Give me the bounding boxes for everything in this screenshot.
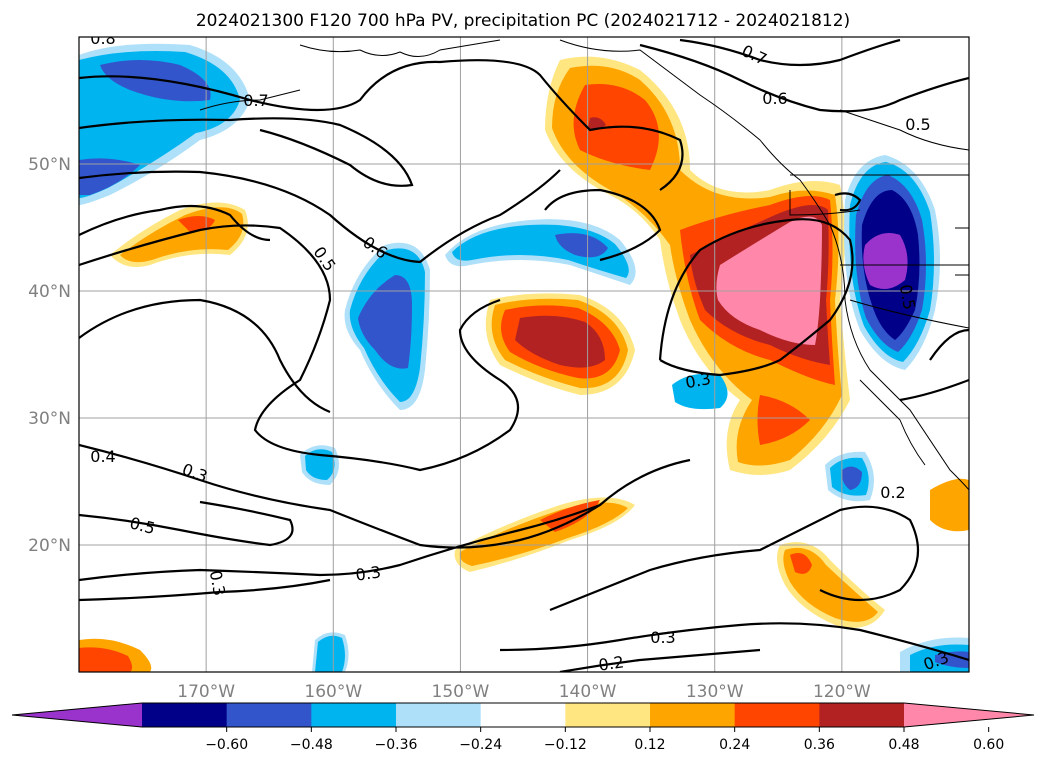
precip-band-orange [459,502,628,566]
colorbar-segment [819,703,905,727]
latitude-tick-label: 20°N [28,536,71,556]
colorbar-segment [142,703,228,727]
contour-label: 0.3 [684,369,712,392]
contour-label: 0.2 [880,483,905,502]
colorbar-tick-label: −0.12 [544,737,587,753]
latitude-tick-label: 40°N [28,282,71,302]
contour-label: 0.6 [762,89,787,108]
precip-plume-pink [716,216,822,345]
colorbar-extend-min [12,703,142,727]
colorbar-segment [565,703,651,727]
precip-se-neg3 [935,651,969,668]
longitude-tick-label: 130°W [686,682,744,702]
contour-label: 0.2 [597,652,625,674]
colorbar-segment [480,703,566,727]
contour-label: 0.3 [206,569,229,597]
pv-contours [79,38,969,672]
precip-central-darkred [515,315,605,368]
precip-south-red [790,552,812,574]
precip-se-orange [930,478,969,532]
contour-label: 0.3 [650,628,675,647]
latitude-tick-label: 50°N [28,155,71,175]
colorbar-segment [396,703,482,727]
map-frame [78,36,970,673]
colorbar-segment [650,703,736,727]
precip-sw-red [79,647,133,672]
precip-small-cyan-2 [672,373,728,410]
colorbar-tick-label: −0.48 [290,737,333,753]
map-area: 0.8 0.7 0.7 0.6 0.5 0.6 0.5 0.3 0.4 0.3 … [79,29,969,674]
colorbar-tick-label: 0.60 [973,737,1004,753]
longitude-tick-label: 140°W [559,682,617,702]
longitude-tick-labels: 170°W 160°W 150°W 140°W 130°W 120°W [177,682,871,702]
contour-label: 0.5 [896,283,919,311]
longitude-tick-label: 150°W [432,682,490,702]
precip-cb-blue [555,233,608,258]
precip-small-cyan-1b [305,449,335,480]
colorbar-tick-label: −0.60 [205,737,248,753]
contour-label: 0.3 [354,562,382,584]
colorbar-tick-label: 0.24 [719,737,750,753]
precip-us-purple [863,232,908,289]
colorbar-extend-max [904,703,1034,727]
colorbar-tick-label: 0.48 [888,737,919,753]
contour-label: 0.5 [905,115,930,134]
latitude-tick-label: 30°N [28,409,71,429]
contour-label: 0.8 [90,29,115,48]
colorbar: −0.60 −0.48 −0.36 −0.24 −0.12 0.12 0.24 0.36 0.4… [11,702,1035,753]
map-title: 2024021300 F120 700 hPa PV, precipitatio… [196,11,850,31]
colorbar-outline [11,702,1035,728]
longitude-tick-label: 170°W [177,682,235,702]
contour-label: 0.7 [243,91,268,110]
colorbar-segment [226,703,312,727]
precip-small-cyan-4b [315,635,345,672]
latitude-tick-labels: 20°N 30°N 40°N 50°N [28,155,71,556]
colorbar-tick-label: −0.24 [459,737,502,753]
longitude-tick-label: 160°W [304,682,362,702]
contour-label: 0.4 [90,447,115,466]
precip-cw-blue [358,275,412,369]
colorbar-segment [311,703,397,727]
precip-nw-blue [79,60,211,195]
precip-small-blue-3 [841,466,862,490]
colorbar-segment [734,703,820,727]
colorbar-tick-label: 0.12 [634,737,665,753]
gridlines [79,37,969,672]
colorbar-tick-label: 0.36 [804,737,835,753]
longitude-tick-label: 120°W [813,682,871,702]
colorbar-tick-label: −0.36 [375,737,418,753]
